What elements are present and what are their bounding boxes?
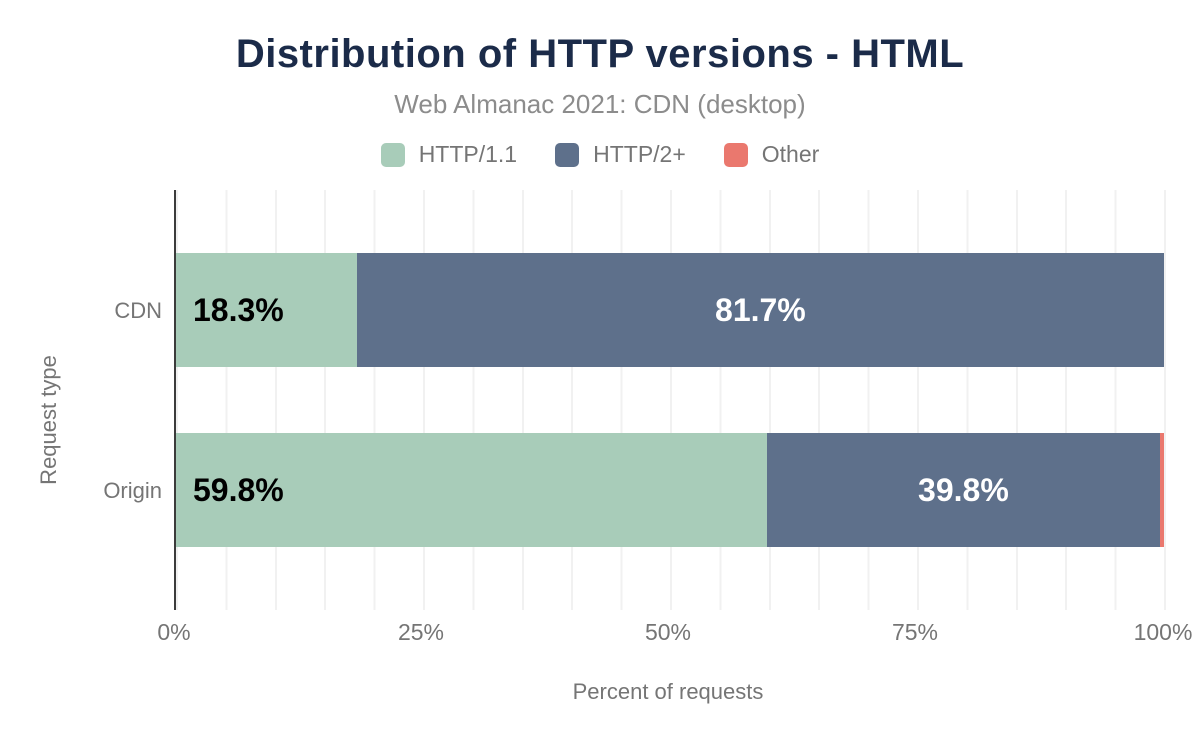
y-tick-origin: Origin [103, 478, 162, 503]
y-tick-cdn: CDN [114, 298, 162, 323]
bar-cdn: 18.3% 81.7% [176, 253, 1164, 367]
x-tick-75: 75% [891, 619, 939, 645]
bar-segment-cdn-http11: 18.3% [176, 253, 357, 367]
legend-item-http2plus: HTTP/2+ [555, 141, 686, 168]
bar-segment-origin-other [1160, 433, 1164, 547]
legend-swatch-http11 [380, 142, 405, 167]
x-tick-100: 100% [1133, 619, 1193, 645]
plot-area: 18.3% 81.7% 59.8% 39.8% [174, 190, 1166, 610]
x-tick-25: 25% [397, 619, 445, 645]
chart-subtitle: Web Almanac 2021: CDN (desktop) [394, 89, 806, 119]
bar-segment-origin-http2: 39.8% [766, 433, 1161, 547]
bar-value-label: 81.7% [715, 291, 806, 328]
legend-label-http11: HTTP/1.1 [418, 141, 518, 167]
bar-origin: 59.8% 39.8% [176, 433, 1164, 547]
bar-segment-cdn-http2: 81.7% [356, 253, 1164, 367]
legend-swatch-other [723, 142, 748, 167]
bar-value-label: 59.8% [193, 471, 284, 508]
bar-segment-origin-http11: 59.8% [176, 433, 767, 547]
y-axis-title: Request type [36, 355, 61, 485]
legend-label-other: Other [761, 141, 820, 167]
legend-item-http11: HTTP/1.1 [380, 141, 518, 168]
legend-swatch-http2plus [555, 142, 580, 167]
legend-item-other: Other [723, 141, 820, 168]
legend-label-http2plus: HTTP/2+ [593, 141, 686, 167]
x-tick-50: 50% [644, 619, 692, 645]
legend: HTTP/1.1 HTTP/2+ Other [0, 141, 1200, 168]
chart-title: Distribution of HTTP versions - HTML [235, 32, 965, 76]
bar-value-label: 18.3% [193, 291, 284, 328]
x-tick-0: 0% [157, 619, 191, 645]
bar-value-label: 39.8% [918, 471, 1009, 508]
x-axis-title: Percent of requests [572, 679, 764, 704]
